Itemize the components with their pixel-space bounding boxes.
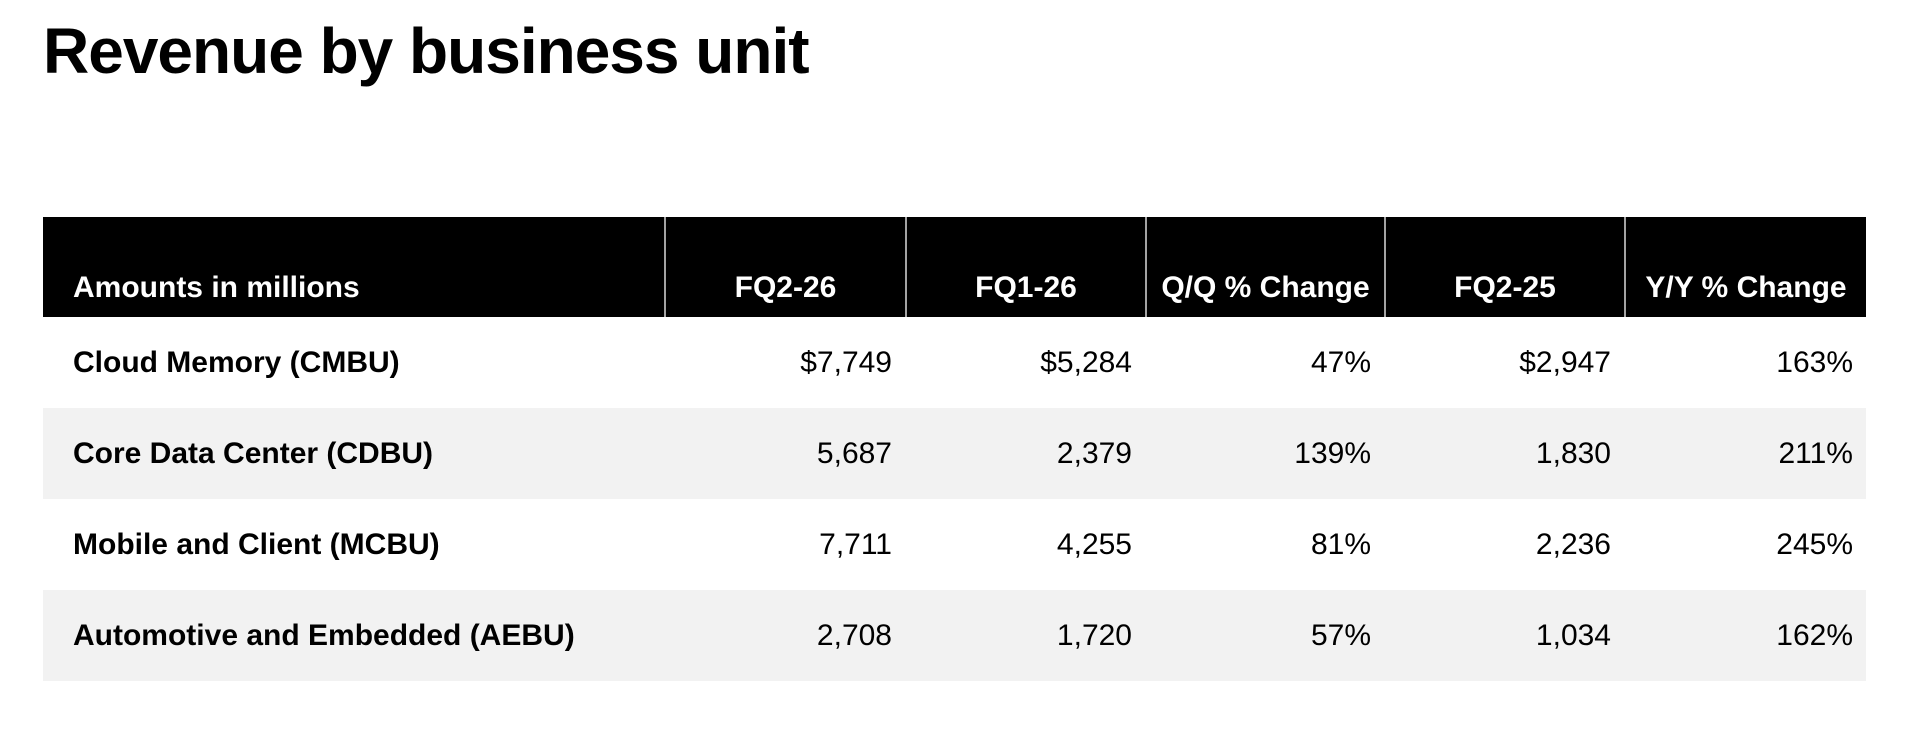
cell-qq-pct-change: 139% (1294, 436, 1371, 470)
table-body: Cloud Memory (CMBU) $7,749 $5,284 47% $2… (43, 317, 1866, 681)
cell-fq2-25: 1,830 (1535, 436, 1611, 470)
column-header-fq2-26: FQ2-26 (664, 217, 905, 317)
table-header: Amounts in millions FQ2-26 FQ1-26 Q/Q % … (43, 217, 1866, 317)
column-header-fq1-26: FQ1-26 (905, 217, 1145, 317)
cell-qq-pct-change: 81% (1310, 527, 1371, 561)
column-header-yy-pct-change: Y/Y % Change (1624, 217, 1866, 317)
cell-fq2-26: $7,749 (800, 345, 892, 379)
row-label: Mobile and Client (MCBU) (73, 527, 440, 561)
cell-fq2-25: 2,236 (1535, 527, 1611, 561)
column-header-fq2-25: FQ2-25 (1384, 217, 1624, 317)
cell-qq-pct-change: 57% (1310, 618, 1371, 652)
cell-yy-pct-change: 211% (1778, 436, 1853, 470)
table-row-automotive-and-embedded: Automotive and Embedded (AEBU) 2,708 1,7… (43, 590, 1866, 681)
column-header-qq-pct-change: Q/Q % Change (1145, 217, 1384, 317)
cell-fq1-26: 4,255 (1056, 527, 1132, 561)
cell-fq1-26: $5,284 (1040, 345, 1132, 379)
cell-fq2-25: $2,947 (1519, 345, 1611, 379)
row-label: Cloud Memory (CMBU) (73, 345, 400, 379)
page-title: Revenue by business unit (43, 15, 810, 87)
table-header-row: Amounts in millions FQ2-26 FQ1-26 Q/Q % … (43, 217, 1866, 317)
row-label: Core Data Center (CDBU) (73, 436, 434, 470)
revenue-by-business-unit-table: Amounts in millions FQ2-26 FQ1-26 Q/Q % … (43, 217, 1866, 681)
table-row-core-data-center: Core Data Center (CDBU) 5,687 2,379 139%… (43, 408, 1866, 499)
cell-fq2-25: 1,034 (1535, 618, 1611, 652)
cell-fq2-26: 7,711 (819, 527, 892, 561)
cell-fq2-26: 5,687 (816, 436, 892, 470)
cell-fq1-26: 2,379 (1056, 436, 1132, 470)
cell-fq1-26: 1,720 (1056, 618, 1132, 652)
table-row-cloud-memory: Cloud Memory (CMBU) $7,749 $5,284 47% $2… (43, 317, 1866, 408)
cell-qq-pct-change: 47% (1310, 345, 1371, 379)
cell-yy-pct-change: 163% (1776, 345, 1853, 379)
cell-yy-pct-change: 245% (1776, 527, 1853, 561)
column-header-amounts-in-millions: Amounts in millions (43, 217, 664, 317)
cell-yy-pct-change: 162% (1776, 618, 1853, 652)
cell-fq2-26: 2,708 (816, 618, 892, 652)
row-label: Automotive and Embedded (AEBU) (73, 618, 575, 652)
table-row-mobile-and-client: Mobile and Client (MCBU) 7,711 4,255 81%… (43, 499, 1866, 590)
